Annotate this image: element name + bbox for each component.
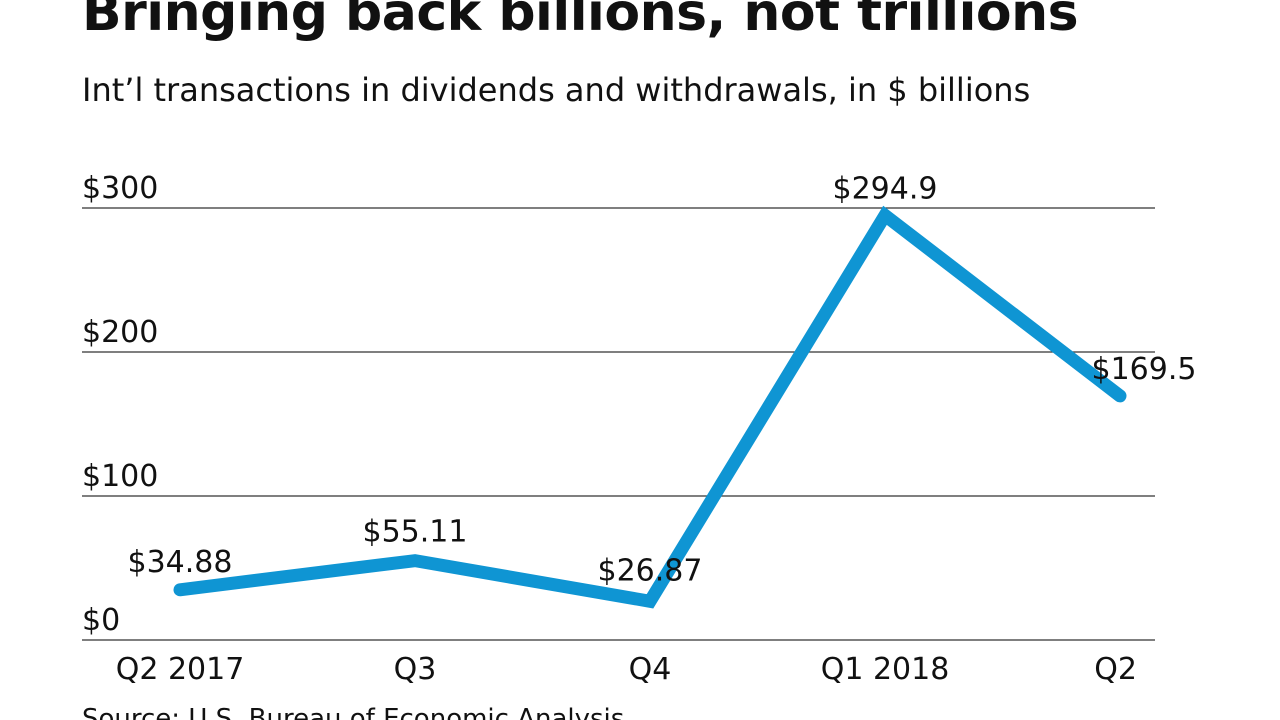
data-label: $34.88	[128, 545, 233, 580]
y-tick-label: $0	[82, 603, 120, 638]
y-axis-ticks: $0 $100 $200 $300	[82, 171, 158, 638]
x-tick-label: Q4	[629, 652, 672, 687]
x-tick-label: Q3	[394, 652, 437, 687]
y-tick-label: $300	[82, 171, 158, 206]
data-labels: $34.88 $55.11 $26.87 $294.9 $169.5	[128, 171, 1197, 588]
data-label: $294.9	[833, 171, 938, 206]
x-tick-label: Q2 2017	[116, 652, 245, 687]
chart-subtitle: Int’l transactions in dividends and with…	[82, 71, 1031, 109]
series-layer	[173, 205, 1127, 609]
x-tick-label: Q1 2018	[821, 652, 950, 687]
chart-title: Bringing back billions, not trillions	[82, 0, 1079, 43]
source-note: Source: U.S. Bureau of Economic Analysis	[82, 704, 625, 720]
data-label: $26.87	[598, 553, 703, 588]
data-label: $55.11	[363, 515, 468, 550]
y-tick-label: $200	[82, 315, 158, 350]
data-label: $169.5	[1092, 352, 1197, 387]
y-tick-label: $100	[82, 459, 158, 494]
x-tick-label: Q2	[1094, 652, 1137, 687]
gridlines	[82, 207, 1155, 641]
x-axis-ticks: Q2 2017 Q3 Q4 Q1 2018 Q2	[116, 652, 1137, 687]
series-line	[173, 205, 1127, 609]
